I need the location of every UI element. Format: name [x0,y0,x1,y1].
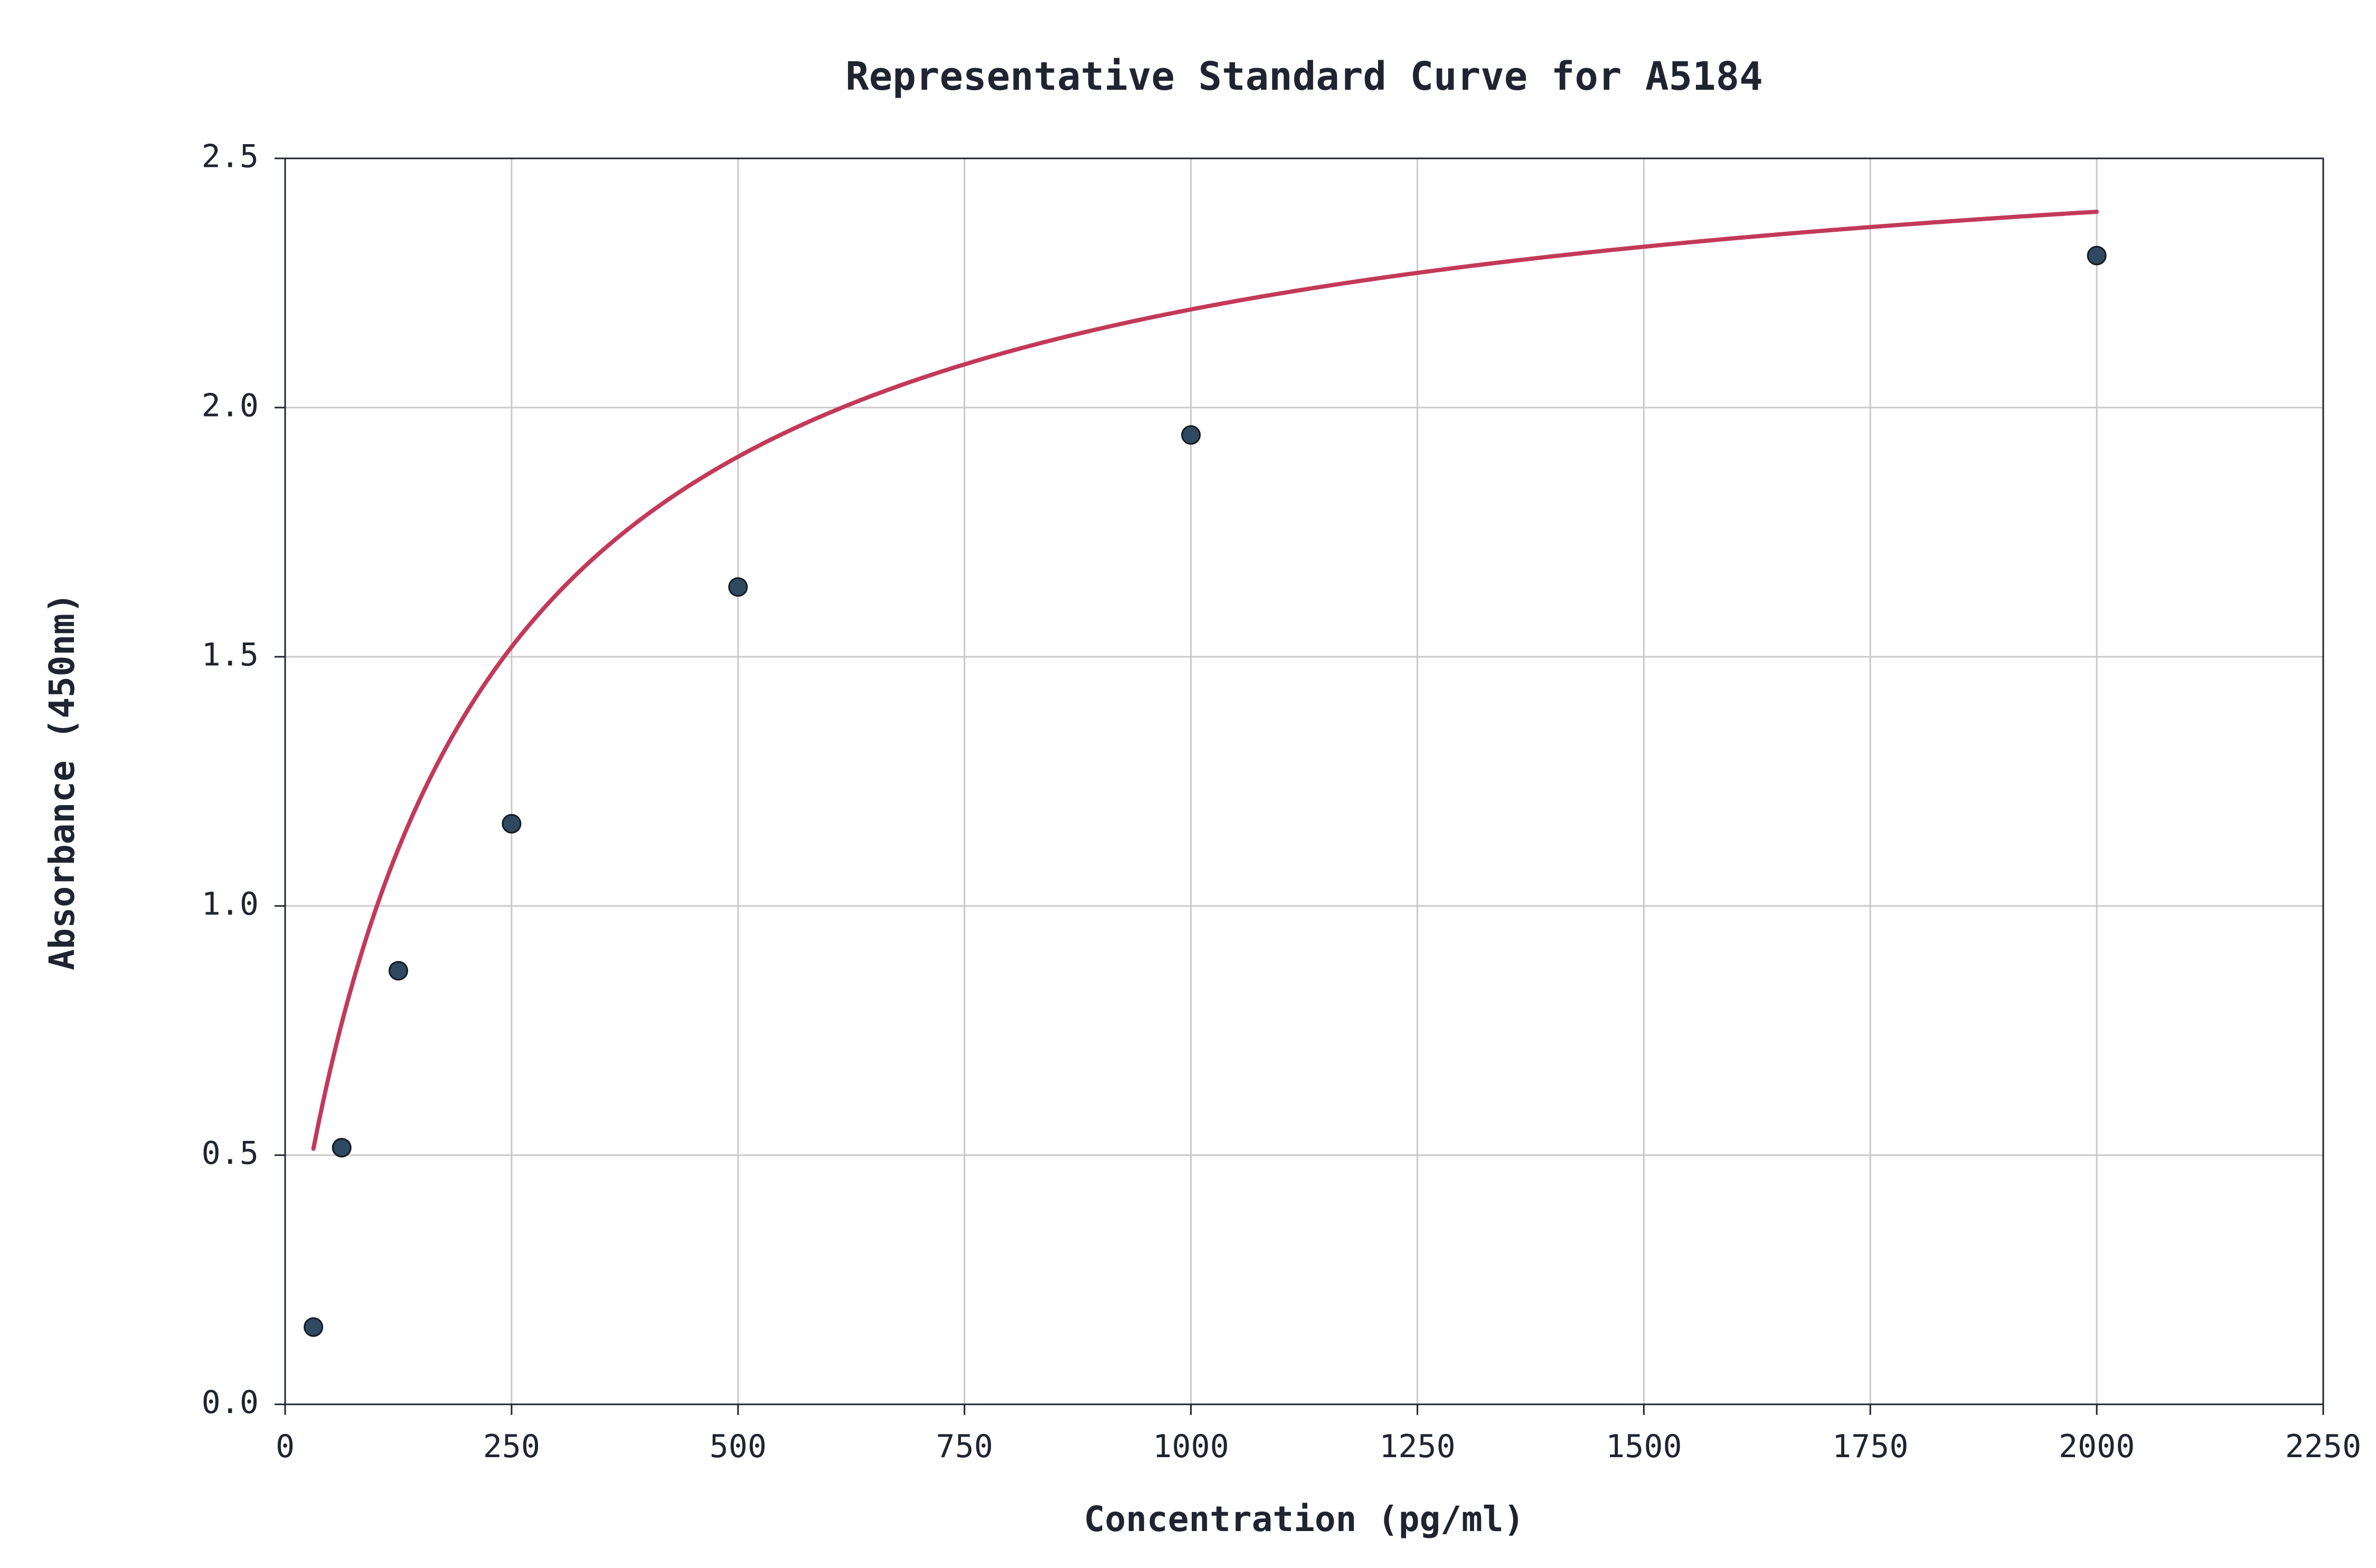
data-point [729,578,747,596]
y-tick-label: 1.0 [202,886,259,923]
x-tick-label: 1500 [1606,1428,1682,1465]
x-axis-label: Concentration (pg/ml) [1084,1499,1524,1539]
x-tick-label: 1750 [1832,1428,1909,1465]
y-tick-label: 0.0 [202,1384,259,1421]
data-point [1182,426,1200,444]
x-tick-label: 1250 [1379,1428,1456,1465]
data-point [333,1139,351,1157]
x-tick-label: 250 [483,1428,540,1465]
standard-curve-chart: 0 250 500 750 1000 1250 1500 1750 2000 2250 0.0 0.5… [0,0,2376,1568]
x-tick-label: 500 [710,1428,767,1465]
data-point [2088,247,2106,265]
x-tick-label: 750 [936,1428,993,1465]
y-tick-label: 2.5 [202,138,259,175]
data-point [389,962,407,980]
y-tick-label: 1.5 [202,637,259,674]
y-tick-label: 0.5 [202,1135,259,1172]
x-tick-label: 1000 [1153,1428,1229,1465]
data-point [305,1318,323,1336]
y-tick-label: 2.0 [202,388,259,424]
x-tick-label: 2000 [2059,1428,2135,1465]
chart-title: Representative Standard Curve for A5184 [845,54,1763,99]
x-tick-label: 2250 [2285,1428,2362,1465]
data-point [503,815,521,833]
y-axis-label: Absorbance (450nm) [42,592,82,970]
x-tick-label: 0 [276,1428,295,1465]
